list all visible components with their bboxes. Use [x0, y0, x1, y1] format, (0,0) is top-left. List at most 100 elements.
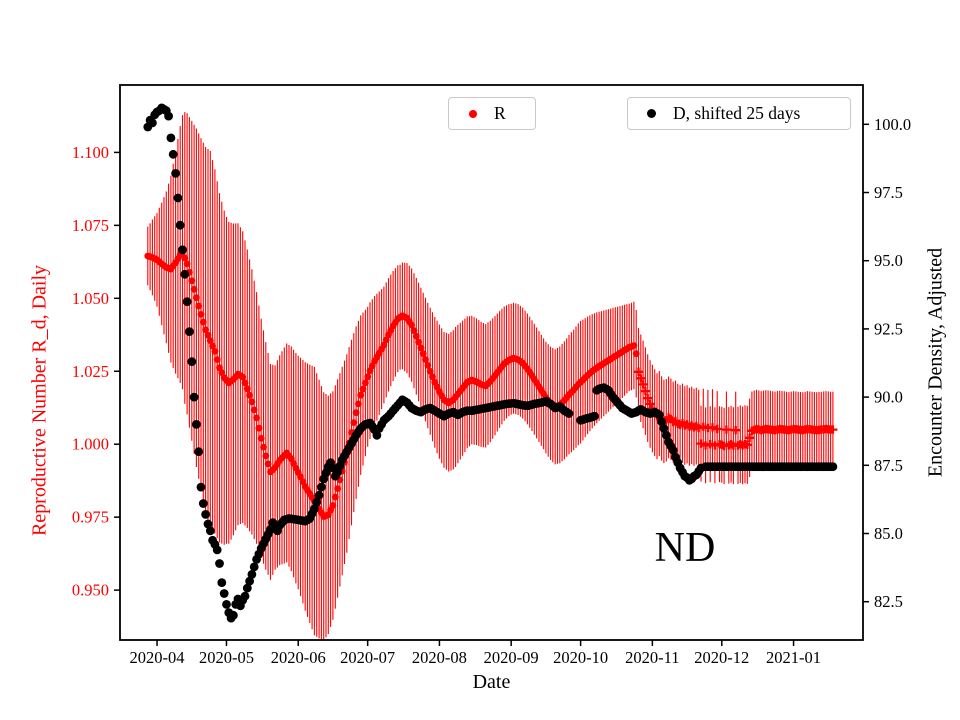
r-series-dot	[380, 341, 388, 349]
d-series-dot	[192, 420, 201, 429]
x-tick-label: 2020-06	[271, 648, 326, 667]
legend-box-r: R	[448, 97, 536, 130]
r-series-dot	[199, 318, 207, 326]
r-series-marker-icon	[469, 109, 477, 118]
d-series-dot	[187, 357, 197, 366]
x-tick-label: 2020-08	[412, 648, 467, 667]
d-series-dot	[194, 447, 204, 457]
d-series-dot	[173, 193, 183, 203]
r-series-dot	[211, 348, 219, 355]
d-series-dot	[229, 610, 238, 620]
d-series-dot	[166, 133, 176, 143]
r-series-dot	[181, 254, 189, 262]
r-series-dot	[429, 373, 436, 381]
d-series-dot	[564, 409, 574, 418]
d-series-dot	[312, 497, 322, 507]
d-series-dot	[668, 445, 678, 455]
r-series-dot	[419, 350, 427, 358]
d-series-dot	[182, 297, 192, 306]
r-series-dot	[255, 424, 263, 432]
r-series-dot	[630, 342, 638, 349]
r-series-dot	[257, 435, 265, 442]
d-series-marker-icon	[647, 109, 656, 118]
d-series-dot	[217, 578, 227, 587]
d-series-dot	[247, 570, 257, 579]
d-series-dot	[219, 589, 229, 598]
y-right-tick-label: 100.0	[874, 115, 911, 134]
r-series-dot	[260, 443, 267, 451]
d-series-dot	[659, 424, 669, 433]
y-left-tick-label: 1.075	[72, 216, 109, 235]
d-series-dot	[828, 462, 838, 472]
y-left-tick-label: 0.950	[72, 581, 109, 600]
r-series-dot	[412, 332, 420, 340]
x-tick-label: 2021-01	[766, 648, 821, 667]
y-right-tick-label: 90.0	[874, 388, 903, 407]
d-series-dot	[205, 526, 215, 536]
r-series-dot	[206, 337, 214, 344]
r-series-dot	[422, 356, 429, 363]
d-series-dot	[185, 327, 194, 336]
r-series-dot	[248, 398, 256, 406]
r-series-dot	[408, 321, 415, 329]
y-right-tick-label: 95.0	[874, 251, 903, 270]
d-series-dot	[657, 417, 666, 427]
r-series-dot	[357, 391, 365, 399]
d-series-dot	[222, 600, 231, 609]
r-series-dot	[632, 350, 640, 358]
r-series-dot	[352, 409, 360, 417]
y-right-tick-label: 97.5	[874, 183, 903, 202]
legend-box-d: D, shifted 25 days	[627, 97, 851, 130]
r-series-dot	[426, 367, 434, 375]
d-series-dot	[215, 559, 224, 568]
r-series-dot	[202, 326, 210, 334]
r-series-dot	[188, 277, 196, 285]
r-series-dot	[410, 327, 418, 335]
r-series-dot	[190, 285, 198, 293]
r-series-dot	[243, 385, 251, 393]
d-series-dot	[178, 245, 187, 255]
y-left-tick-label: 1.100	[72, 143, 109, 162]
y-right-tick-label: 92.5	[874, 319, 903, 338]
r-series-dot	[417, 344, 425, 352]
r-series-dot	[209, 342, 217, 350]
r-series-dot	[329, 502, 337, 509]
y-right-tick-label: 87.5	[874, 456, 903, 475]
r-series-dot	[197, 311, 205, 318]
r-series-dot	[264, 460, 272, 468]
x-tick-label: 2020-05	[199, 648, 254, 667]
d-series-dot	[201, 510, 211, 519]
d-series-dot	[249, 562, 259, 572]
d-series-dot	[203, 519, 213, 529]
r-series-dot	[350, 419, 358, 426]
d-series-dot	[372, 430, 382, 440]
legend-r-label: R	[494, 103, 506, 123]
x-tick-label: 2020-04	[130, 648, 185, 667]
y-left-tick-label: 1.000	[72, 435, 109, 454]
r-series-dot	[359, 385, 367, 393]
r-series-dot	[253, 414, 260, 422]
annotation-nd: ND	[654, 525, 716, 571]
y-left-tick-label: 1.025	[72, 362, 109, 381]
x-tick-label: 2020-11	[625, 648, 679, 667]
plot-frame	[119, 84, 864, 641]
d-series-dot	[148, 118, 157, 128]
d-series-dot	[212, 545, 222, 555]
d-series-dot	[175, 220, 185, 230]
d-series-dot	[168, 149, 178, 159]
r-series-dot	[241, 379, 249, 387]
d-series-dot	[245, 576, 255, 586]
d-series	[143, 103, 838, 623]
d-series-dot	[661, 430, 671, 440]
d-series-dot	[198, 499, 208, 508]
y-left-tick-label: 0.975	[72, 508, 109, 527]
y-right-tick-label: 85.0	[874, 524, 903, 543]
r-series-dot	[382, 336, 390, 344]
x-tick-label: 2020-07	[340, 648, 395, 667]
r-series-dot	[239, 373, 247, 381]
r-series-dot	[250, 406, 258, 414]
r-series-dot	[364, 373, 372, 381]
r-series-dot	[355, 400, 362, 408]
